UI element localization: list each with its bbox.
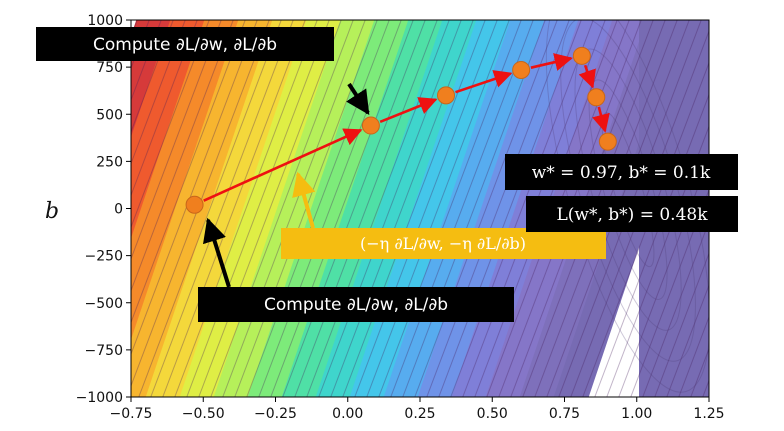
- contour-line: [210, 20, 354, 397]
- contour-line: [131, 20, 186, 165]
- contour-line: [162, 20, 306, 397]
- update-step-label-box: [281, 228, 606, 259]
- path-point: [598, 132, 617, 151]
- contour-line: [354, 20, 498, 397]
- path-step-arrow: [379, 97, 438, 124]
- compute-bottom-arrow: [203, 217, 231, 288]
- contour-line: [174, 20, 318, 397]
- y-tick-label: 500: [96, 107, 123, 123]
- contour-line: [642, 220, 709, 397]
- x-tick-label: 0.25: [404, 406, 435, 422]
- contour-line: [131, 20, 162, 102]
- x-tick-label: 1.00: [621, 406, 652, 422]
- contour-line: [294, 20, 438, 397]
- compute-gradient-label-bottom: Compute ∂L/∂w, ∂L/∂b: [264, 295, 448, 315]
- contour-line: [342, 20, 486, 397]
- contour-line: [735, 10, 784, 407]
- x-tick-label: 1.25: [693, 406, 724, 422]
- path-step-arrow: [578, 64, 596, 89]
- loss-label-box: [526, 196, 738, 232]
- path-step-arrow: [592, 106, 610, 133]
- contour-line: [771, 10, 784, 407]
- contour-line: [666, 283, 709, 397]
- path-step-arrow: [455, 70, 513, 94]
- contour-line: [450, 20, 594, 397]
- x-axis: −0.75 −0.50 −0.25 0.00 0.25 0.50 0.75 1.00 1.25: [110, 397, 725, 422]
- y-axis-label: b: [45, 199, 59, 224]
- contour-line: [330, 20, 474, 397]
- contour-line: [186, 20, 330, 397]
- x-tick-label: 0.00: [332, 406, 363, 422]
- contour-line: [131, 20, 210, 229]
- y-tick-label: 0: [114, 202, 123, 218]
- y-tick-label: −500: [85, 296, 123, 312]
- x-tick-label: 0.50: [477, 406, 508, 422]
- y-axis: 1000 750 500 250 0 −250 −500 −750 −1000: [76, 13, 131, 406]
- contour-line: [438, 20, 582, 397]
- contour-line: [282, 20, 426, 397]
- path-step-arrow: [530, 53, 573, 71]
- contour-line: [270, 20, 414, 397]
- compute-top-arrow: [346, 82, 370, 116]
- contour-line: [414, 20, 558, 397]
- gradient-descent-path: [185, 46, 617, 214]
- optimum-label: w* = 0.97, b* = 0.1k: [532, 163, 711, 183]
- contour-line: [131, 20, 174, 134]
- y-tick-label: −250: [85, 249, 123, 265]
- path-point: [512, 60, 531, 79]
- contour-line: [131, 20, 198, 197]
- contour-line: [131, 20, 222, 261]
- contour-line: [258, 20, 402, 397]
- y-tick-label: 750: [96, 60, 123, 76]
- contour-line: [654, 252, 709, 397]
- contour-lines: [131, 10, 784, 407]
- contour-line: [747, 10, 784, 407]
- path-point: [185, 195, 204, 214]
- loss-label: L(w*, b*) = 0.48k: [557, 205, 709, 225]
- update-step-label: (−η ∂L/∂w, −η ∂L/∂b): [360, 234, 526, 253]
- y-tick-label: −750: [85, 343, 123, 359]
- update-step-arrow: [292, 171, 316, 229]
- contour-line: [131, 20, 258, 356]
- path-step-arrow: [203, 128, 363, 202]
- x-tick-label: −0.25: [254, 406, 297, 422]
- contour-line: [198, 20, 342, 397]
- contour-line: [246, 20, 390, 397]
- contour-line: [131, 20, 246, 324]
- x-tick-label: 0.75: [549, 406, 580, 422]
- x-tick-label: −0.50: [182, 406, 225, 422]
- contour-line: [306, 20, 450, 397]
- contour-line: [426, 20, 570, 397]
- compute-gradient-label-top-box: [36, 27, 334, 61]
- path-point: [361, 116, 380, 135]
- x-tick-label: −0.75: [110, 406, 153, 422]
- color-band: [145, 20, 308, 397]
- y-tick-label: 250: [96, 154, 123, 170]
- contour-line: [678, 315, 709, 397]
- contour-line: [222, 20, 366, 397]
- compute-gradient-label-bottom-box: [198, 287, 514, 322]
- y-tick-label: 1000: [87, 13, 123, 29]
- contour-line: [150, 20, 294, 397]
- contour-line: [318, 20, 462, 397]
- y-tick-label: −1000: [76, 390, 123, 406]
- contour-line: [131, 20, 234, 292]
- path-point: [572, 46, 591, 65]
- optimum-label-box: [505, 154, 738, 190]
- path-point: [587, 88, 606, 107]
- contour-line: [366, 20, 510, 397]
- contour-line: [759, 10, 784, 407]
- path-point: [437, 86, 456, 105]
- contour-line: [138, 20, 282, 397]
- compute-gradient-label-top: Compute ∂L/∂w, ∂L/∂b: [93, 35, 277, 55]
